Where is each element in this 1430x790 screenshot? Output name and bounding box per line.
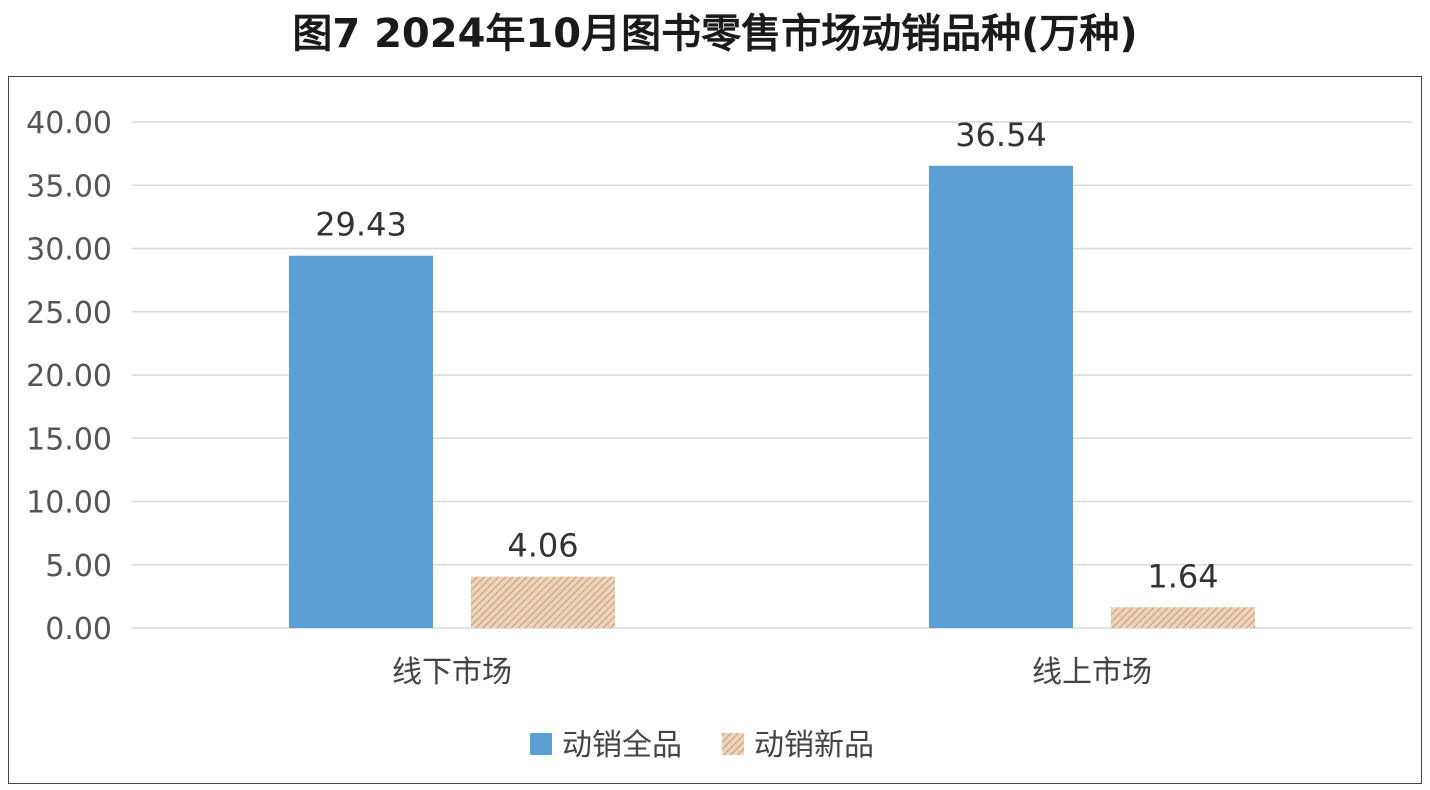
chart-frame (8, 76, 1422, 784)
y-tick-label: 10.00 (26, 486, 112, 521)
y-tick-label: 20.00 (26, 359, 112, 394)
chart-title: 图7 2024年10月图书零售市场动销品种(万种) (292, 11, 1138, 57)
y-tick-label: 40.00 (26, 106, 112, 141)
x-category-label: 线下市场 (392, 655, 512, 690)
legend-swatch (722, 733, 744, 755)
bar-all-titles (289, 255, 433, 628)
data-label: 4.06 (507, 527, 578, 565)
data-label: 36.54 (955, 116, 1047, 154)
legend-label: 动销新品 (754, 728, 874, 763)
x-category-label: 线上市场 (1032, 655, 1152, 690)
legend-swatch (530, 733, 552, 755)
bar-new-titles (1111, 607, 1255, 628)
data-label: 29.43 (315, 206, 407, 244)
y-tick-label: 0.00 (45, 612, 112, 647)
y-tick-label: 15.00 (26, 422, 112, 457)
y-tick-label: 35.00 (26, 169, 112, 204)
data-label: 1.64 (1147, 557, 1218, 595)
y-tick-label: 25.00 (26, 296, 112, 331)
y-tick-label: 30.00 (26, 233, 112, 268)
bar-new-titles (471, 576, 615, 628)
bar-all-titles (929, 165, 1073, 629)
legend-label: 动销全品 (562, 728, 682, 763)
y-tick-label: 5.00 (45, 549, 112, 584)
